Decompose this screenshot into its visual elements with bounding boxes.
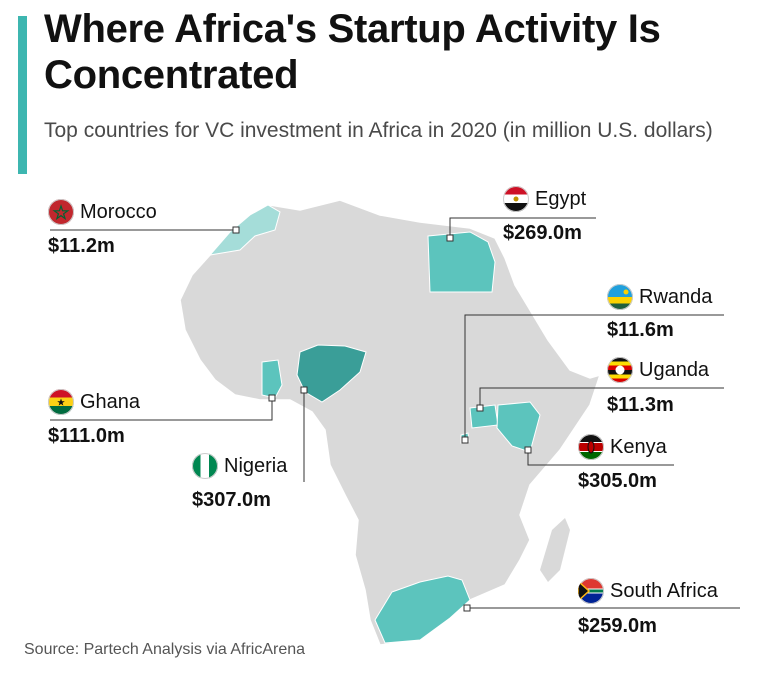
nigeria-value: $307.0m <box>192 489 271 511</box>
south-africa-shape <box>374 575 471 644</box>
ghana-marker <box>268 394 276 402</box>
ghana-shape <box>261 359 283 399</box>
uganda-leader-line <box>479 387 724 408</box>
morocco-flag-icon <box>48 199 74 225</box>
south-africa-name: South Africa <box>610 579 718 602</box>
kenya-value: $305.0m <box>578 470 657 492</box>
kenya-leader-line <box>527 450 674 466</box>
nigeria-shape <box>296 344 367 403</box>
source-note: Source: Partech Analysis via AfricArena <box>24 641 306 658</box>
south-africa-label: South Africa <box>578 578 718 604</box>
madagascar <box>540 518 570 582</box>
page-title: Where Africa's Startup Activity Is Conce… <box>44 7 661 97</box>
uganda-label: Uganda <box>607 357 709 383</box>
ghana-name: Ghana <box>80 390 141 413</box>
uganda-shape <box>469 404 499 429</box>
uganda-name: Uganda <box>639 358 710 381</box>
ghana-leader-line <box>50 398 273 421</box>
uganda-flag-icon <box>607 357 633 383</box>
ghana-label: Ghana <box>48 389 140 415</box>
egypt-leader-line <box>449 217 596 238</box>
rwanda-name: Rwanda <box>639 285 713 308</box>
kenya-label: Kenya <box>578 434 667 460</box>
uganda-value: $11.3m <box>607 394 674 416</box>
nigeria-marker <box>300 386 308 394</box>
accent-bar <box>18 16 27 174</box>
egypt-name: Egypt <box>535 187 587 210</box>
page-subtitle: Top countries for VC investment in Afric… <box>44 119 713 142</box>
ghana-flag-icon <box>48 389 74 415</box>
africa-landmass <box>179 199 602 646</box>
rwanda-leader-line <box>464 314 724 440</box>
south-africa-flag-icon <box>578 578 604 604</box>
egypt-value: $269.0m <box>503 222 582 244</box>
morocco-name: Morocco <box>80 200 157 223</box>
egypt-flag-icon <box>503 186 529 212</box>
morocco-marker <box>232 226 240 234</box>
egypt-shape <box>427 231 496 293</box>
kenya-flag-icon <box>578 434 604 460</box>
rwanda-label: Rwanda <box>607 284 712 310</box>
kenya-name: Kenya <box>610 435 667 458</box>
morocco-shape <box>208 204 281 256</box>
nigeria-label: Nigeria <box>192 453 287 479</box>
morocco-label: Morocco <box>48 199 157 225</box>
rwanda-marker <box>461 436 469 444</box>
uganda-marker <box>476 404 484 412</box>
south-africa-value: $259.0m <box>578 615 657 637</box>
ghana-value: $111.0m <box>48 425 125 447</box>
rwanda-value: $11.6m <box>607 319 674 341</box>
nigeria-name: Nigeria <box>224 454 288 477</box>
nigeria-flag-icon <box>192 453 218 479</box>
egypt-marker <box>446 234 454 242</box>
morocco-value: $11.2m <box>48 235 115 257</box>
kenya-marker <box>524 446 532 454</box>
rwanda-flag-icon <box>607 284 633 310</box>
egypt-label: Egypt <box>503 186 586 212</box>
south-africa-marker <box>463 604 471 612</box>
